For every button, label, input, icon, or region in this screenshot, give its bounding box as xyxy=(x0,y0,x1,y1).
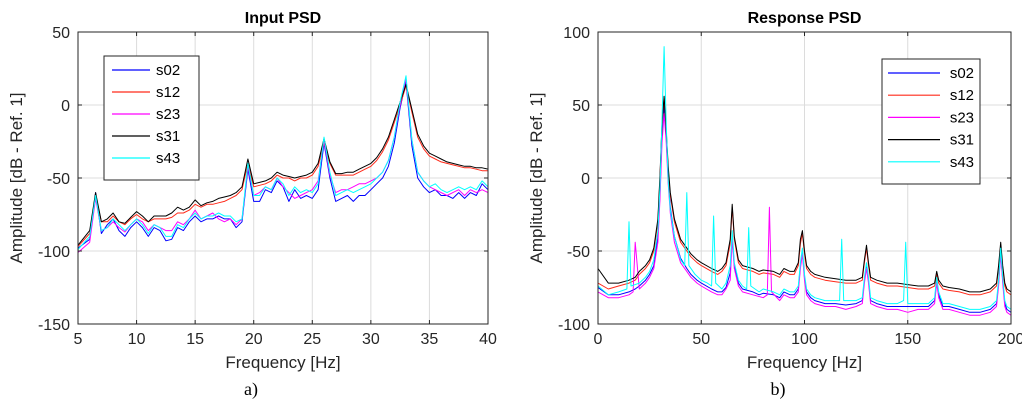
chart-response-psd: 0 50 100 150 200 100 50 0 -50 -100 Response PSD Fre… xyxy=(527,10,1022,400)
legend-item-s12: s12 xyxy=(888,87,974,104)
legend-item-s12: s12 xyxy=(112,84,180,101)
x-tick-label: 5 xyxy=(74,331,83,348)
y-tick-label: 0 xyxy=(581,171,590,188)
legend-label-s31: s31 xyxy=(156,128,180,145)
x-tick-label: 35 xyxy=(421,331,439,348)
y-tick-label: -100 xyxy=(558,317,590,334)
legend-item-s02: s02 xyxy=(888,65,974,82)
legend-item-s31: s31 xyxy=(112,128,180,145)
x-tick-label: 15 xyxy=(186,331,204,348)
chart-title: Input PSD xyxy=(245,10,321,27)
y-tick-label: 50 xyxy=(52,25,70,42)
series-line-s43 xyxy=(598,46,1011,310)
legend-item-s43: s43 xyxy=(112,150,180,167)
legend-item-s23: s23 xyxy=(888,109,974,126)
x-tick-label: 200 xyxy=(998,331,1022,348)
legend-label-s02: s02 xyxy=(950,65,974,82)
x-tick-label: 10 xyxy=(128,331,146,348)
series-group xyxy=(78,75,488,253)
legend-label-s31: s31 xyxy=(950,132,974,149)
series-line-s02 xyxy=(78,81,488,249)
x-tick-label: 100 xyxy=(791,331,818,348)
x-tick-label: 20 xyxy=(245,331,263,348)
y-axis-label: Amplitude [dB - Ref. 1] xyxy=(7,92,26,263)
y-tick-label: -50 xyxy=(567,244,590,261)
legend-label-s12: s12 xyxy=(156,84,180,101)
x-tick-label: 50 xyxy=(692,331,710,348)
legend-item-s23: s23 xyxy=(112,106,180,123)
chart-input-psd: 5 10 15 20 25 30 35 40 50 0 -50 -100 -150 Input PSD Fr… xyxy=(7,10,497,400)
legend: s02 s12 s23 s31 s43 xyxy=(881,58,981,185)
legend-label-s12: s12 xyxy=(950,87,974,104)
x-tick-label: 30 xyxy=(362,331,380,348)
y-tick-label: -150 xyxy=(38,317,70,334)
y-tick-label: -100 xyxy=(38,244,70,261)
series-line-s12 xyxy=(78,85,488,247)
x-tick-label: 40 xyxy=(479,331,497,348)
y-tick-label: 100 xyxy=(563,25,590,42)
legend-label-s23: s23 xyxy=(156,106,180,123)
panel-caption: a) xyxy=(244,379,258,400)
legend-item-s31: s31 xyxy=(888,132,974,149)
legend-label-s02: s02 xyxy=(156,62,180,79)
y-tick-label: 0 xyxy=(61,98,70,115)
series-line-s31 xyxy=(78,84,488,246)
legend-label-s43: s43 xyxy=(950,154,974,171)
x-tick-label: 25 xyxy=(303,331,321,348)
legend-item-s43: s43 xyxy=(888,154,974,171)
legend-box xyxy=(881,58,981,185)
y-tick-label: 50 xyxy=(572,98,590,115)
series-group xyxy=(598,46,1011,316)
series-line-s43 xyxy=(78,75,488,250)
y-axis-label: Amplitude [dB - Ref. 1] xyxy=(527,92,546,263)
legend: s02 s12 s23 s31 s43 xyxy=(103,55,200,181)
series-line-s31 xyxy=(598,95,1011,293)
chart-title: Response PSD xyxy=(748,10,862,27)
legend-label-s23: s23 xyxy=(950,109,974,126)
legend-item-s02: s02 xyxy=(112,62,180,79)
panel-caption: b) xyxy=(771,379,786,400)
y-tick-label: -50 xyxy=(47,171,70,188)
x-axis-label: Frequency [Hz] xyxy=(747,353,862,372)
legend-label-s43: s43 xyxy=(156,150,180,167)
x-tick-label: 0 xyxy=(594,331,603,348)
legend-box xyxy=(103,55,200,181)
x-axis-label: Frequency [Hz] xyxy=(225,353,340,372)
x-tick-label: 150 xyxy=(894,331,921,348)
series-line-s23 xyxy=(598,113,1011,316)
